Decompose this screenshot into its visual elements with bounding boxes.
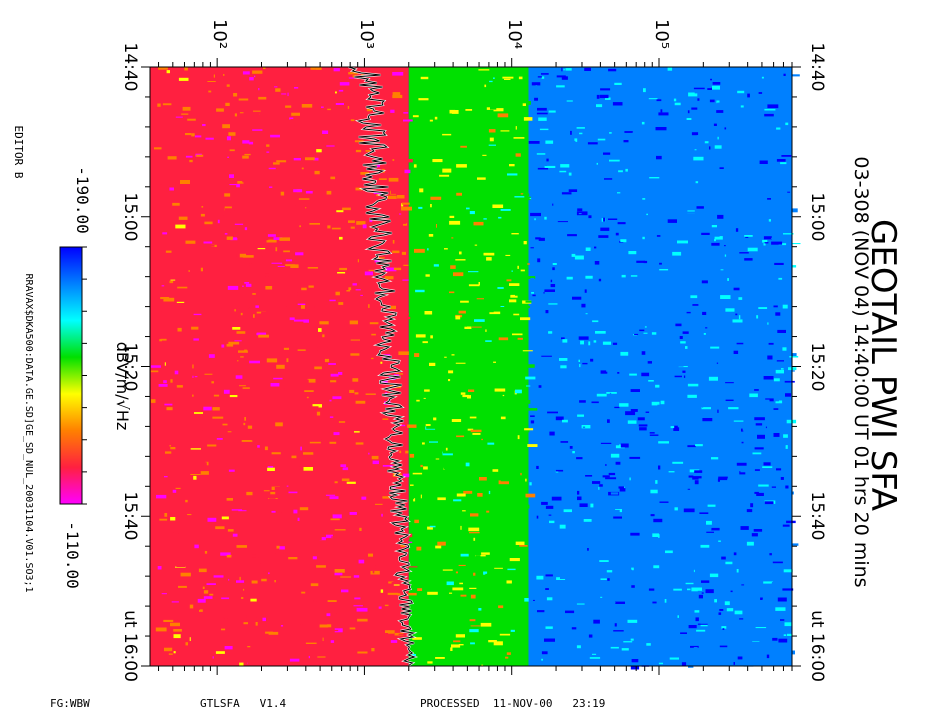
data-path-note: RRAVAX$DKA500:DATA.GE.SD]GE_SD_NUL_20031… xyxy=(23,273,34,593)
time-tick-label-right: 15:20 xyxy=(807,342,827,391)
trace-line xyxy=(348,66,417,666)
time-tick-label-right: 14:40 xyxy=(807,42,827,92)
colorbar-max-label: -110.00 xyxy=(63,521,82,589)
time-tick-label-left: 15:00 xyxy=(120,192,140,242)
time-tick-label-left: 15:20 xyxy=(120,342,140,391)
time-tick-label-left: 14:40 xyxy=(120,42,140,92)
freq-tick-label: 10⁴ xyxy=(503,18,525,50)
footer-fg: FG:WBW xyxy=(50,697,90,710)
freq-tick-label: 10² xyxy=(209,18,231,50)
time-tick-label-left: 15:40 xyxy=(120,491,140,541)
footer-program: GTLSFA V1.4 xyxy=(200,697,287,710)
editor-note: EDITOR B xyxy=(12,125,25,179)
time-tick-label-right: 15:00 xyxy=(807,192,827,242)
chart-subtitle: 03-308 (NOV 04) 14:40:00 UT 01 hrs 20 mi… xyxy=(850,156,872,588)
time-tick-label-right: ut 16:00 xyxy=(807,610,827,682)
time-tick-label-left: ut 16:00 xyxy=(120,610,140,682)
colorbar-min-label: -190.00 xyxy=(73,166,92,234)
footer-processed: PROCESSED 11-NOV-00 23:19 xyxy=(420,697,606,710)
freq-tick-label: 10⁵ xyxy=(650,18,672,50)
spectrum-band-1 xyxy=(408,67,529,666)
colorbar xyxy=(59,246,83,505)
freq-tick-label: 10³ xyxy=(356,18,378,50)
time-tick-label-right: 15:40 xyxy=(807,491,827,541)
